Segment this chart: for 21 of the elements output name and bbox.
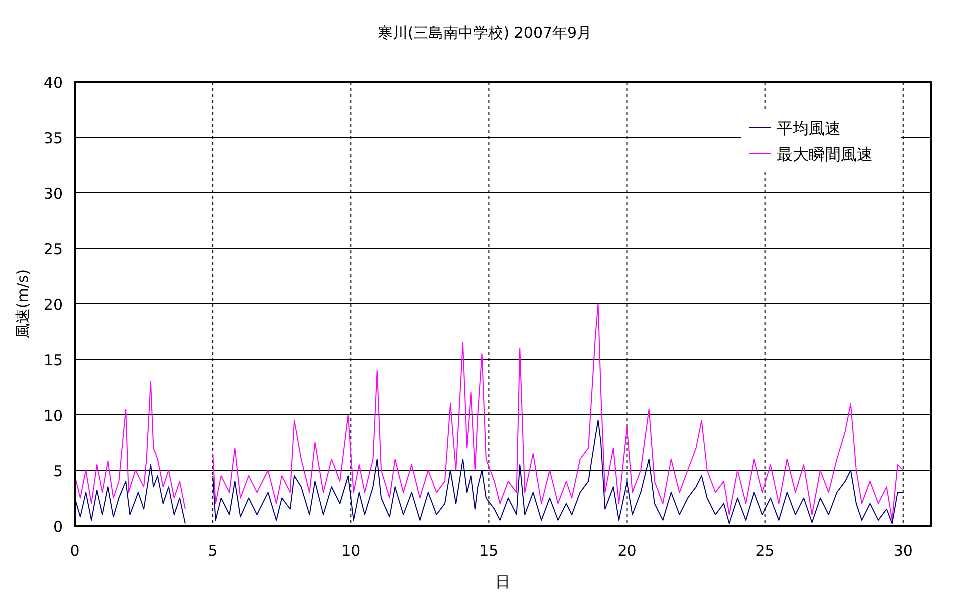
y-tick-label: 40 — [44, 74, 63, 92]
y-tick-label: 10 — [44, 407, 63, 425]
x-tick-label: 10 — [342, 542, 361, 560]
legend-label: 最大瞬間風速 — [777, 145, 873, 164]
x-tick-label: 30 — [894, 542, 913, 560]
x-tick-label: 25 — [756, 542, 775, 560]
x-tick-label: 20 — [618, 542, 637, 560]
y-tick-label: 30 — [44, 185, 63, 203]
x-tick-label: 15 — [480, 542, 499, 560]
y-tick-label: 25 — [44, 240, 63, 258]
y-tick-label: 0 — [53, 518, 63, 536]
y-axis-title: 風速(m/s) — [14, 269, 32, 339]
legend-label: 平均風速 — [777, 119, 841, 138]
x-tick-label: 5 — [208, 542, 218, 560]
x-tick-label: 0 — [70, 542, 80, 560]
x-axis-title: 日 — [496, 573, 510, 591]
y-tick-label: 35 — [44, 130, 63, 148]
y-tick-label: 5 — [53, 462, 63, 480]
y-tick-label: 15 — [44, 352, 63, 370]
y-tick-label: 20 — [44, 296, 63, 314]
chart-title: 寒川(三島南中学校) 2007年9月 — [378, 24, 592, 42]
